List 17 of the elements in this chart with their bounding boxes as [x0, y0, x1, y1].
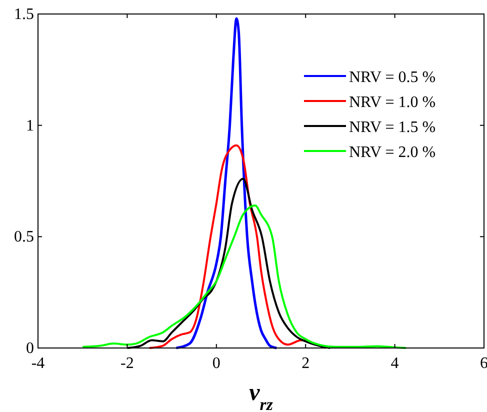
x-tick-label: 4	[390, 355, 399, 372]
y-tick-label: 0.5	[14, 228, 34, 246]
line-series	[175, 17, 278, 350]
y-tick-label: 1	[26, 117, 34, 134]
y-tick-label: 1.5	[14, 6, 34, 23]
legend-label: NRV = 0.5 %	[349, 69, 436, 86]
legend-label: NRV = 1.0 %	[349, 94, 436, 111]
x-tick-label: 2	[302, 355, 310, 372]
y-tick-label: 0	[26, 340, 34, 357]
legend-label: NRV = 1.5 %	[349, 119, 436, 136]
line-series	[148, 144, 327, 349]
x-axis-title: ν$_{rz}$	[249, 380, 274, 412]
x-tick-label: -4	[31, 355, 45, 372]
legend-label: NRV = 2.0 %	[349, 144, 436, 161]
x-tick-label: 0	[212, 355, 220, 372]
line-series	[82, 204, 407, 349]
x-tick-label: -2	[120, 355, 134, 372]
